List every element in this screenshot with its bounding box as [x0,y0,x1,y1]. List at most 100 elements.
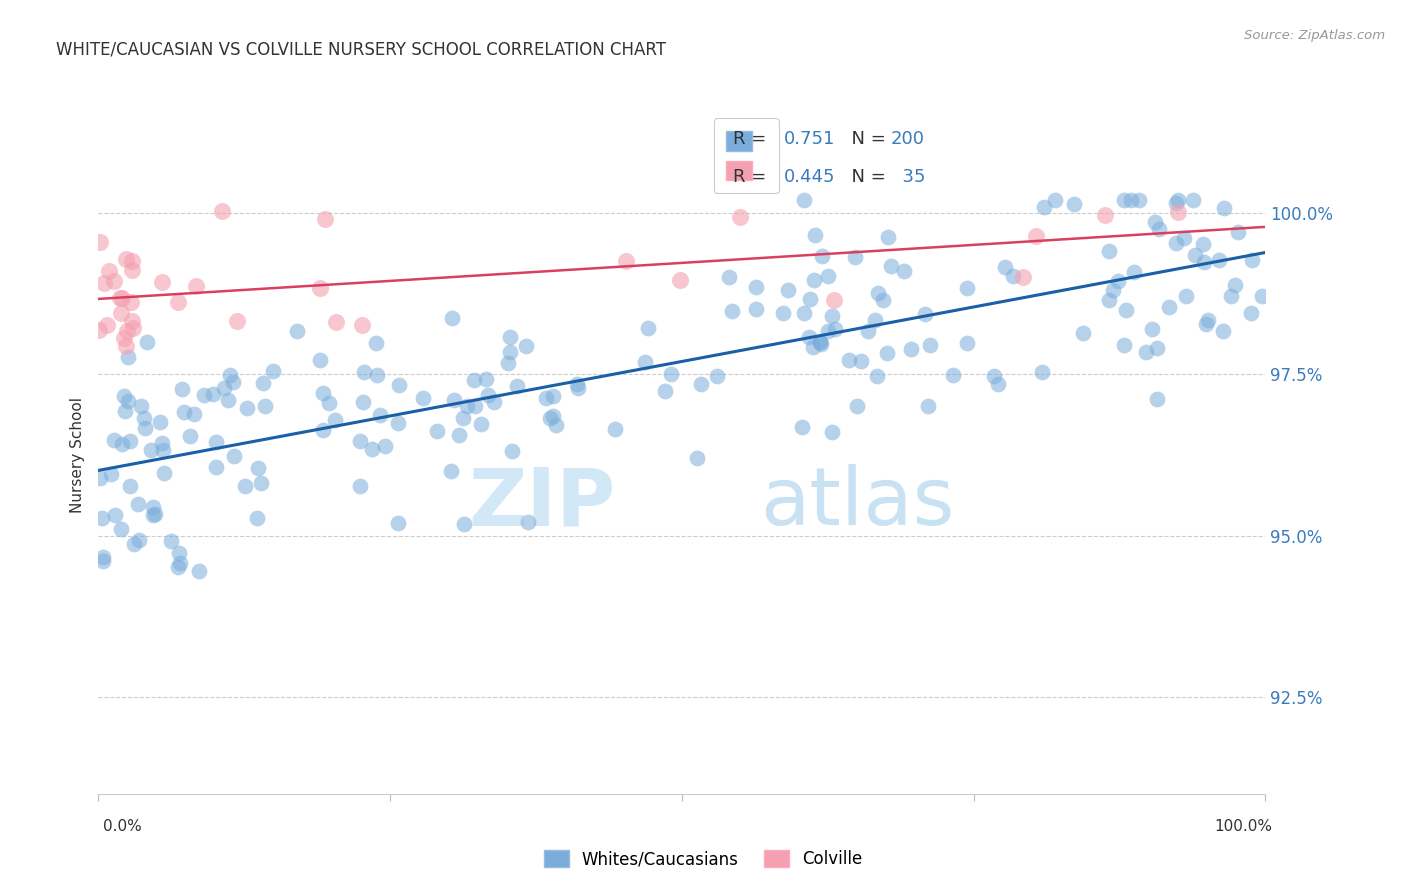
Point [127,497,149,511]
Point [121,314,143,328]
Point [387,516,409,531]
Point [690,376,713,391]
Point [204,459,226,474]
Point [541,409,564,423]
Point [114,403,136,417]
Point [1001,269,1024,284]
Point [810,334,832,349]
Point [166,559,188,574]
Point [121,254,143,268]
Point [204,434,226,449]
Point [1071,326,1094,341]
Point [236,401,259,415]
Point [1251,289,1274,303]
Point [821,425,844,439]
Point [1025,228,1047,243]
Point [374,439,396,453]
Point [858,324,880,338]
Point [477,387,499,401]
Point [149,415,172,429]
Text: 0.751: 0.751 [783,130,835,148]
Point [309,281,332,295]
Point [877,230,900,244]
Point [253,399,276,413]
Point [426,424,449,438]
Point [314,211,336,226]
Point [453,516,475,531]
Point [112,331,135,345]
Point [1208,252,1230,267]
Point [728,210,751,224]
Point [129,399,152,413]
Point [183,407,205,421]
Point [515,338,537,352]
Point [114,252,136,267]
Point [464,399,486,413]
Point [91,554,114,568]
Point [866,368,889,383]
Point [808,334,831,349]
Point [1226,226,1249,240]
Point [103,434,125,448]
Point [150,275,173,289]
Point [880,259,903,273]
Point [118,479,141,493]
Text: Source: ZipAtlas.com: Source: ZipAtlas.com [1244,29,1385,42]
Point [173,405,195,419]
Point [470,417,492,432]
Point [893,264,915,278]
Point [361,442,384,456]
Point [167,546,190,560]
Point [1123,265,1146,279]
Point [318,396,340,410]
Point [89,322,111,336]
Point [914,307,936,321]
Point [1146,342,1168,356]
Point [799,330,821,344]
Point [793,193,815,207]
Point [145,507,167,521]
Point [1164,195,1187,210]
Point [370,408,392,422]
Point [134,421,156,435]
Point [152,442,174,457]
Point [1144,214,1167,228]
Point [506,379,529,393]
Point [823,293,845,308]
Point [225,314,247,328]
Point [111,437,134,451]
Point [516,515,538,529]
Point [801,340,824,354]
Legend: Whites/Caucasians, Colville: Whites/Caucasians, Colville [537,843,869,875]
Point [186,279,208,293]
Point [193,388,215,402]
Point [1112,338,1135,352]
Point [152,435,174,450]
Point [804,227,827,242]
Point [211,204,233,219]
Point [218,368,240,382]
Point [1101,283,1123,297]
Point [142,500,165,515]
Point [499,330,522,344]
Text: ZIP: ZIP [468,465,616,542]
Point [546,417,568,432]
Point [1240,306,1263,320]
Point [1045,193,1067,207]
Point [108,292,131,306]
Point [983,369,1005,384]
Point [93,276,115,290]
Point [97,264,120,278]
Point [141,442,163,457]
Point [114,338,136,352]
Point [121,263,143,277]
Point [1192,254,1215,268]
Point [1135,345,1157,359]
Text: R =: R = [733,130,772,148]
Point [803,273,825,287]
Point [440,310,463,325]
Point [309,353,332,368]
Point [654,384,676,399]
Point [352,318,374,332]
Point [872,293,894,308]
